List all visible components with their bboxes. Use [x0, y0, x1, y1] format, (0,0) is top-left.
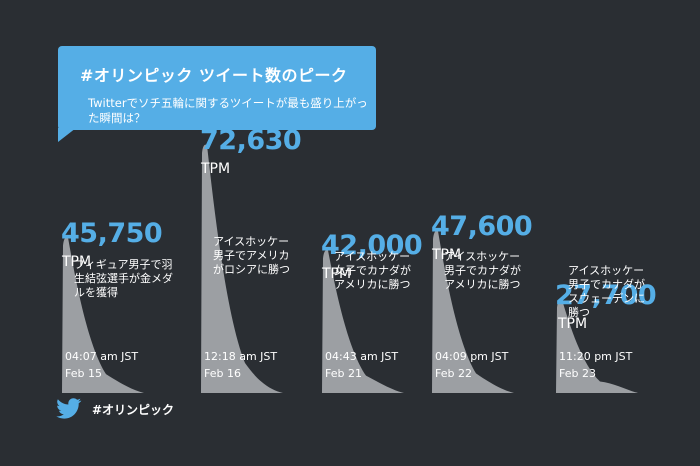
peak-event-1: フィギュア男子で羽生結弦選手が金メダルを獲得 — [74, 258, 173, 299]
peak-unit-1: TPM — [62, 253, 92, 270]
peak-value-4: 47,600 — [431, 211, 533, 243]
peak-time-2: 12:18 am JST — [204, 350, 278, 363]
footer-hashtag: #オリンピック — [92, 402, 175, 417]
title-bubble-tail — [58, 128, 76, 142]
chart-description: Twitterでソチ五輪に関するツイートが最も盛り上がった瞬間は？ — [88, 96, 368, 125]
peak-value-3: 42,000 — [321, 230, 423, 262]
peak-date-2: Feb 16 — [204, 367, 241, 380]
peak-value-2: 72,630 — [200, 125, 302, 156]
peak-date-3: Feb 21 — [325, 367, 362, 380]
peak-time-5: 11:20 pm JST — [559, 350, 633, 363]
peak-unit-5: TPM — [558, 315, 588, 332]
peak-date-1: Feb 15 — [65, 367, 102, 380]
chart-title: #オリンピック ツイート数のピーク — [80, 66, 348, 85]
footer: #オリンピック — [56, 398, 174, 420]
peak-area-3 — [322, 250, 404, 393]
peak-time-4: 04:09 pm JST — [435, 350, 509, 363]
peak-time-3: 04:43 am JST — [325, 350, 399, 363]
peak-event-4: アイスホッケー男子でカナダがアメリカに勝つ — [444, 250, 521, 291]
peak-value-5: 27,700 — [555, 279, 657, 311]
peak-area-5 — [556, 299, 638, 393]
title-bubble — [58, 46, 376, 130]
peak-event-3: アイスホッケー女子でカナダがアメリカに勝つ — [334, 250, 411, 291]
peak-date-4: Feb 22 — [435, 367, 472, 380]
peak-date-5: Feb 23 — [559, 367, 596, 380]
peak-value-1: 45,750 — [61, 217, 163, 249]
peak-area-4 — [432, 230, 514, 393]
peak-unit-2: TPM — [201, 161, 231, 177]
twitter-bird-icon — [56, 398, 82, 419]
peak-unit-4: TPM — [432, 247, 462, 264]
peak-event-5: アイスホッケー男子でカナダがスウェーデンに勝つ — [568, 264, 645, 319]
peak-event-2: アイスホッケー男子でアメリカがロシアに勝つ — [213, 235, 290, 276]
peak-area-1 — [62, 237, 144, 393]
peak-unit-3: TPM — [322, 266, 352, 283]
peak-area-2 — [201, 144, 283, 393]
peak-time-1: 04:07 am JST — [65, 350, 139, 363]
